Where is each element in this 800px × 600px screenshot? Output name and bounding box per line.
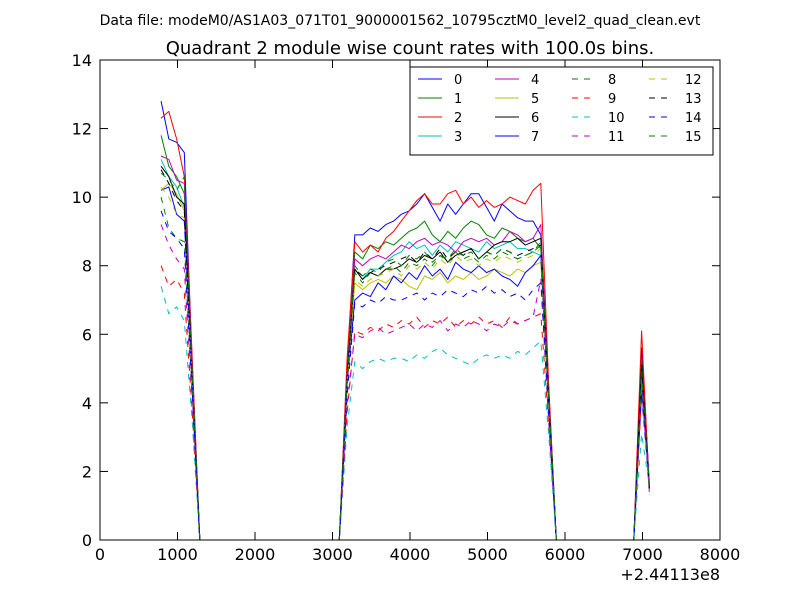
x-tick-label: 3000 bbox=[312, 545, 353, 564]
legend-label-11: 11 bbox=[608, 130, 625, 145]
series-line-14 bbox=[160, 210, 650, 541]
y-tick-label: 2 bbox=[82, 462, 92, 481]
y-tick-label: 4 bbox=[82, 394, 92, 413]
y-tick-label: 0 bbox=[82, 531, 92, 550]
x-tick-label: 2000 bbox=[235, 545, 276, 564]
legend-label-1: 1 bbox=[454, 92, 462, 107]
legend-label-15: 15 bbox=[685, 130, 702, 145]
legend-label-14: 14 bbox=[685, 111, 702, 126]
x-tick-label: 8000 bbox=[700, 545, 741, 564]
legend-box bbox=[409, 66, 714, 156]
legend-label-12: 12 bbox=[685, 73, 702, 88]
y-tick-label: 12 bbox=[72, 120, 92, 139]
y-tick-label: 8 bbox=[82, 257, 92, 276]
x-axis: 0 1000 2000 3000 4000 5000 6000 7000 8000 bbox=[95, 60, 740, 564]
legend-label-10: 10 bbox=[608, 111, 625, 126]
legend-label-2: 2 bbox=[454, 111, 462, 126]
legend-label-5: 5 bbox=[531, 92, 539, 107]
y-tick-label: 6 bbox=[82, 325, 92, 344]
chart-suptitle: Data file: modeM0/AS1A03_071T01_90000015… bbox=[100, 13, 701, 29]
series-line-13 bbox=[160, 169, 650, 541]
legend-label-4: 4 bbox=[531, 73, 539, 88]
legend-label-13: 13 bbox=[685, 92, 702, 107]
x-axis-offset-label: +2.44113e8 bbox=[620, 565, 720, 584]
legend-label-3: 3 bbox=[454, 130, 462, 145]
legend-label-8: 8 bbox=[608, 73, 616, 88]
x-tick-label: 7000 bbox=[622, 545, 663, 564]
legend-label-6: 6 bbox=[531, 111, 539, 126]
x-tick-label: 0 bbox=[95, 545, 105, 564]
legend-label-7: 7 bbox=[531, 130, 539, 145]
legend-label-9: 9 bbox=[608, 92, 616, 107]
y-tick-label: 10 bbox=[72, 188, 92, 207]
y-tick-label: 14 bbox=[72, 51, 92, 70]
x-tick-label: 6000 bbox=[545, 545, 586, 564]
x-tick-label: 1000 bbox=[157, 545, 198, 564]
x-tick-label: 4000 bbox=[390, 545, 431, 564]
chart-title: Quadrant 2 module wise count rates with … bbox=[166, 38, 655, 59]
legend-label-0: 0 bbox=[454, 73, 462, 88]
x-tick-label: 5000 bbox=[467, 545, 508, 564]
